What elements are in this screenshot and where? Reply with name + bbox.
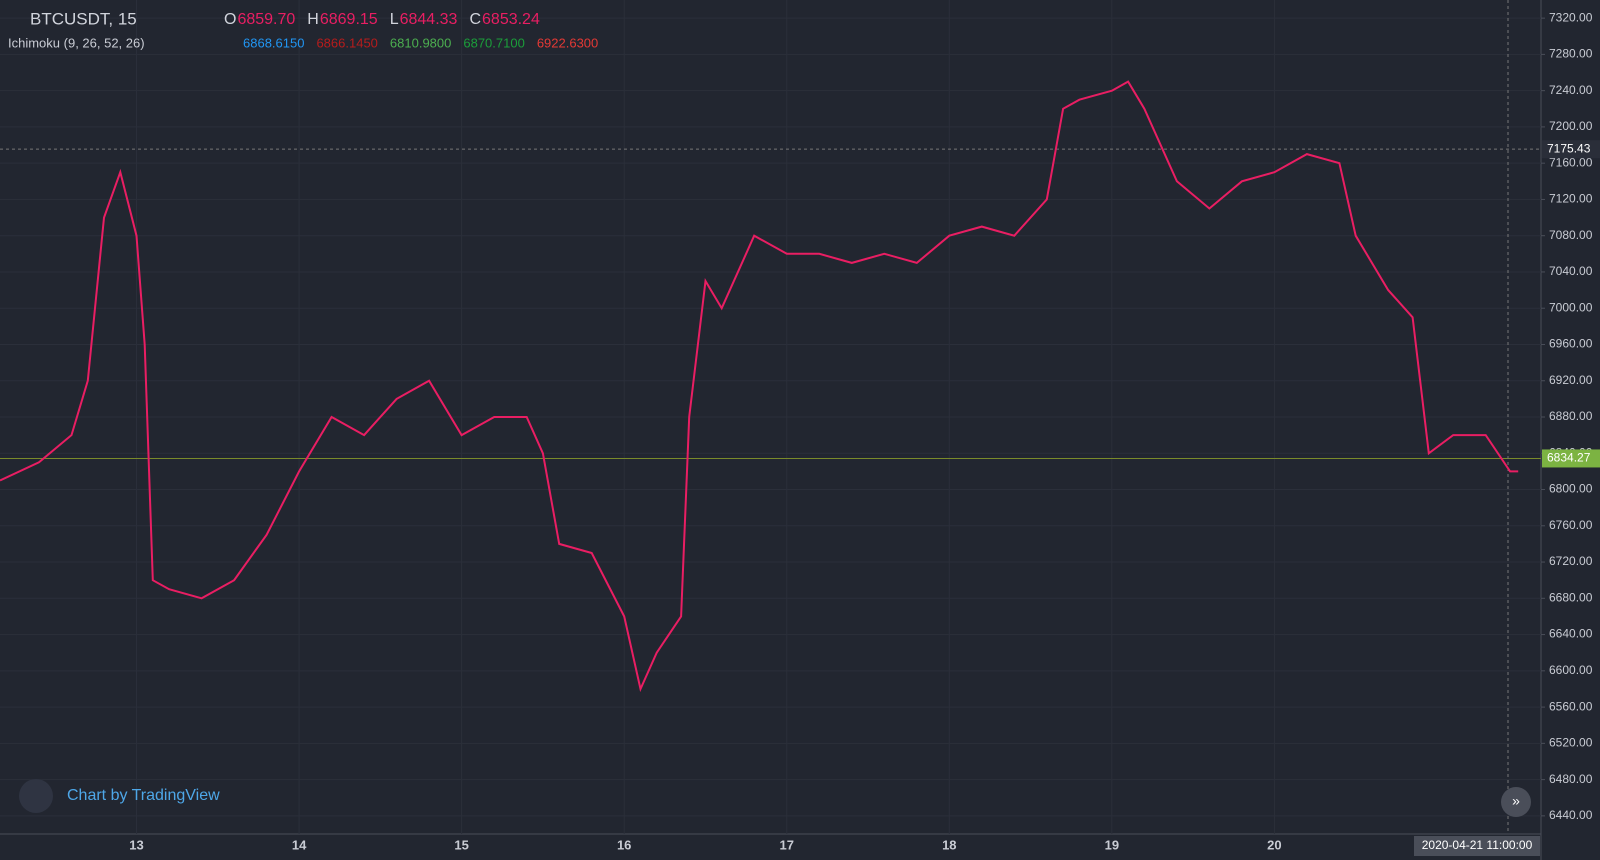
y-tick-label: 7120.00 bbox=[1549, 192, 1593, 206]
x-tick-label: 16 bbox=[617, 837, 631, 852]
y-tick-label: 6800.00 bbox=[1549, 482, 1593, 496]
y-tick-label: 6760.00 bbox=[1549, 518, 1593, 532]
y-tick-label: 7000.00 bbox=[1549, 300, 1593, 314]
ohlc-value: 6869.15 bbox=[320, 11, 378, 28]
crosshair-price-box bbox=[1542, 140, 1600, 159]
y-tick-label: 6880.00 bbox=[1549, 409, 1593, 423]
ohlc-key: L bbox=[390, 11, 399, 28]
grid bbox=[0, 0, 1541, 834]
indicator-values: 6868.6150 6866.1450 6810.9800 6870.7100 6922… bbox=[243, 35, 598, 50]
logo[interactable] bbox=[19, 779, 53, 813]
x-tick-label: 19 bbox=[1105, 837, 1119, 852]
x-tick-label: 20 bbox=[1267, 837, 1281, 852]
crosshair-price: 7175.43 bbox=[1547, 141, 1591, 155]
x-tick-label: 18 bbox=[942, 837, 956, 852]
y-tick-label: 7320.00 bbox=[1549, 10, 1593, 24]
y-tick-label: 7160.00 bbox=[1549, 155, 1593, 169]
ohlc-value: 6859.70 bbox=[237, 11, 295, 28]
indicator-value: 6810.9800 bbox=[390, 35, 451, 50]
y-tick-label: 6720.00 bbox=[1549, 554, 1593, 568]
scroll-icon[interactable]: » bbox=[1512, 793, 1520, 809]
y-tick-label: 7040.00 bbox=[1549, 264, 1593, 278]
ohlc: O 6859.70 H 6869.15 L 6844.33 C 6853.24 bbox=[224, 11, 540, 28]
y-tick-label: 6440.00 bbox=[1549, 808, 1593, 822]
y-tick-label: 7280.00 bbox=[1549, 47, 1593, 61]
crosshair-time: 2020-04-21 11:00:00 bbox=[1422, 838, 1533, 852]
y-tick-label: 7240.00 bbox=[1549, 83, 1593, 97]
indicator-name[interactable]: Ichimoku (9, 26, 52, 26) bbox=[8, 35, 145, 50]
crosshair-time-box bbox=[1414, 836, 1540, 856]
x-tick-label: 13 bbox=[129, 837, 143, 852]
price-line bbox=[0, 80, 1519, 693]
ohlc-key: O bbox=[224, 11, 236, 28]
plot bbox=[0, 0, 1541, 834]
y-tick-label: 6480.00 bbox=[1549, 772, 1593, 786]
indicator-value: 6870.7100 bbox=[463, 35, 524, 50]
indicator-value: 6922.6300 bbox=[537, 35, 598, 50]
last-price: 6834.27 bbox=[1547, 451, 1591, 465]
x-tick-label: 14 bbox=[292, 837, 307, 852]
y-tick-label: 7200.00 bbox=[1549, 119, 1593, 133]
y-tick-label: 6560.00 bbox=[1549, 699, 1593, 713]
x-tick-label: 15 bbox=[454, 837, 468, 852]
y-tick-label: 6640.00 bbox=[1549, 627, 1593, 641]
ohlc-key: H bbox=[307, 11, 319, 28]
ohlc-value: 6853.24 bbox=[482, 11, 540, 28]
watermark[interactable]: Chart by TradingView bbox=[67, 787, 220, 804]
ohlc-value: 6844.33 bbox=[400, 11, 458, 28]
y-tick-label: 6680.00 bbox=[1549, 590, 1593, 604]
axes: 6440.00 6480.00 6520.00 6560.00 6600.00 6640.… bbox=[129, 10, 1600, 856]
scroll-button[interactable] bbox=[1501, 787, 1531, 817]
symbol[interactable]: BTCUSDT, 15 bbox=[30, 9, 137, 28]
y-tick-label: 6920.00 bbox=[1549, 373, 1593, 387]
y-tick-label: 6520.00 bbox=[1549, 736, 1593, 750]
ohlc-key: C bbox=[469, 11, 481, 28]
last-price-box bbox=[1542, 449, 1600, 468]
indicator-value: 6866.1450 bbox=[316, 35, 377, 50]
y-tick-label: 6960.00 bbox=[1549, 337, 1593, 351]
x-tick-label: 17 bbox=[780, 837, 794, 852]
indicator-value: 6868.6150 bbox=[243, 35, 304, 50]
y-tick-label: 6600.00 bbox=[1549, 663, 1593, 677]
y-tick-label: 7080.00 bbox=[1549, 228, 1593, 242]
